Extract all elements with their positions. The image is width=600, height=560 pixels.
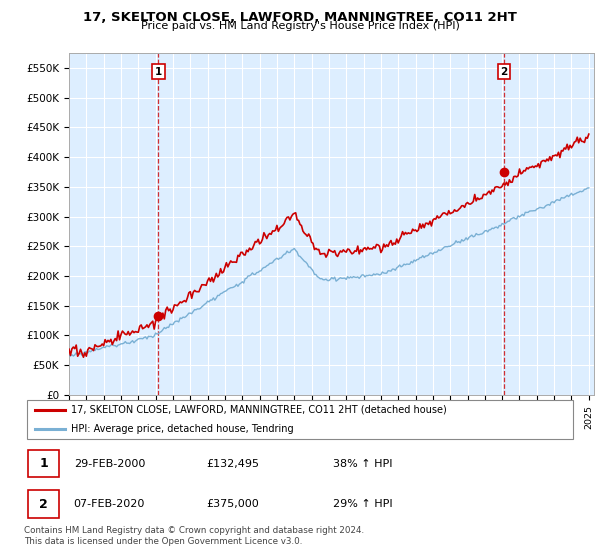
Text: 17, SKELTON CLOSE, LAWFORD, MANNINGTREE, CO11 2HT: 17, SKELTON CLOSE, LAWFORD, MANNINGTREE,… bbox=[83, 11, 517, 24]
Text: 29% ↑ HPI: 29% ↑ HPI bbox=[333, 499, 393, 509]
Text: Price paid vs. HM Land Registry's House Price Index (HPI): Price paid vs. HM Land Registry's House … bbox=[140, 21, 460, 31]
Text: 1: 1 bbox=[155, 67, 162, 77]
Text: Contains HM Land Registry data © Crown copyright and database right 2024.
This d: Contains HM Land Registry data © Crown c… bbox=[24, 526, 364, 546]
FancyBboxPatch shape bbox=[27, 400, 573, 439]
Text: £375,000: £375,000 bbox=[206, 499, 259, 509]
Text: 38% ↑ HPI: 38% ↑ HPI bbox=[333, 459, 392, 469]
Text: 2: 2 bbox=[500, 67, 508, 77]
FancyBboxPatch shape bbox=[28, 491, 59, 518]
Text: £132,495: £132,495 bbox=[206, 459, 259, 469]
Text: 29-FEB-2000: 29-FEB-2000 bbox=[74, 459, 145, 469]
Text: 17, SKELTON CLOSE, LAWFORD, MANNINGTREE, CO11 2HT (detached house): 17, SKELTON CLOSE, LAWFORD, MANNINGTREE,… bbox=[71, 405, 446, 415]
FancyBboxPatch shape bbox=[28, 450, 59, 477]
Text: 1: 1 bbox=[39, 457, 48, 470]
Text: HPI: Average price, detached house, Tendring: HPI: Average price, detached house, Tend… bbox=[71, 424, 293, 434]
Text: 2: 2 bbox=[39, 498, 48, 511]
Text: 07-FEB-2020: 07-FEB-2020 bbox=[74, 499, 145, 509]
